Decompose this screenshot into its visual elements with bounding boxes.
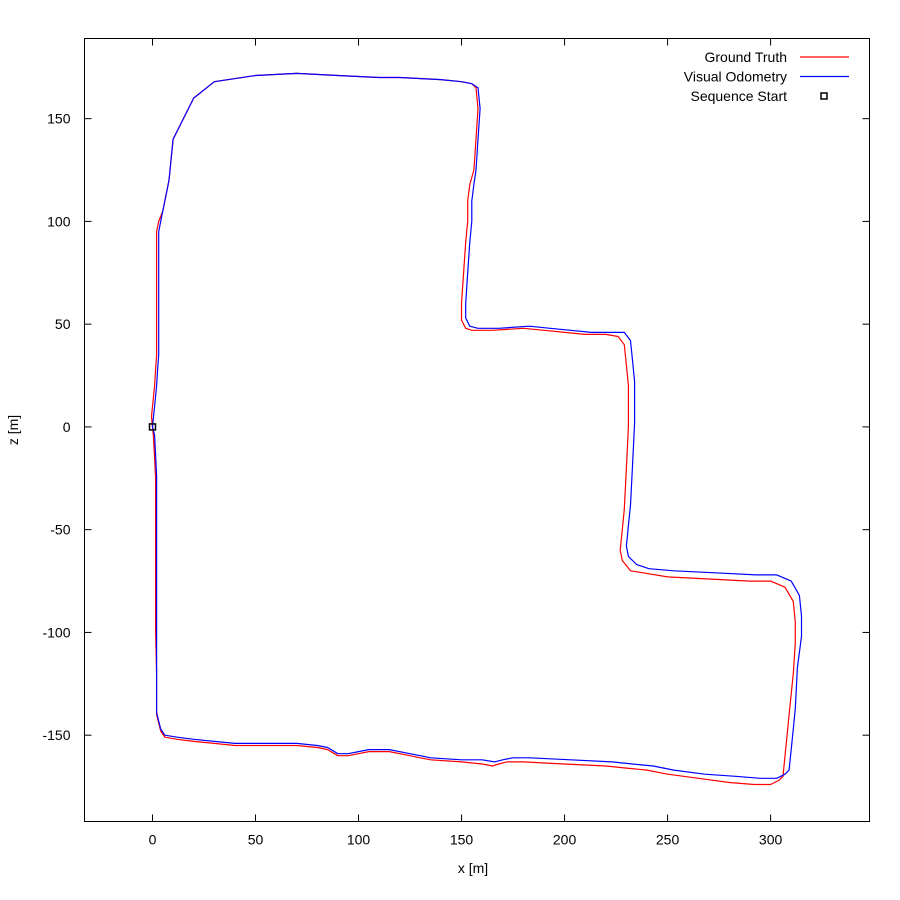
y-tick-label: 0 xyxy=(63,419,71,435)
legend-label: Sequence Start xyxy=(690,88,787,104)
sequence-start-marker xyxy=(148,423,157,431)
x-axis-label: x [m] xyxy=(458,860,488,876)
x-tick-label: 300 xyxy=(759,832,783,848)
y-axis-label: z [m] xyxy=(5,415,21,445)
x-tick-label: 0 xyxy=(149,832,157,848)
y-tick-label: 50 xyxy=(55,316,71,332)
x-tick-label: 150 xyxy=(450,832,474,848)
x-tick-label: 250 xyxy=(656,832,680,848)
x-tick-label: 100 xyxy=(347,832,371,848)
y-tick-label: -50 xyxy=(50,522,70,538)
legend-label: Visual Odometry xyxy=(684,69,787,85)
y-tick-label: -100 xyxy=(42,624,70,640)
axis-ticks: 0 50 100 150 200 250 300 -150 -100 -50 0 50 100 150 xyxy=(42,38,870,848)
ground-truth-line xyxy=(150,72,796,786)
visual-odometry-line xyxy=(151,72,803,779)
sequence-start-legend-swatch xyxy=(820,92,828,100)
legend-label: Ground Truth xyxy=(705,49,788,65)
y-tick-label: 150 xyxy=(47,111,71,127)
legend: Ground Truth Visual Odometry Sequence Star… xyxy=(684,49,849,104)
y-tick-label: 100 xyxy=(47,213,71,229)
x-tick-label: 200 xyxy=(553,832,577,848)
series-layer xyxy=(148,72,803,786)
x-tick-label: 50 xyxy=(248,832,264,848)
plot-frame xyxy=(84,38,870,822)
y-tick-label: -150 xyxy=(42,727,70,743)
